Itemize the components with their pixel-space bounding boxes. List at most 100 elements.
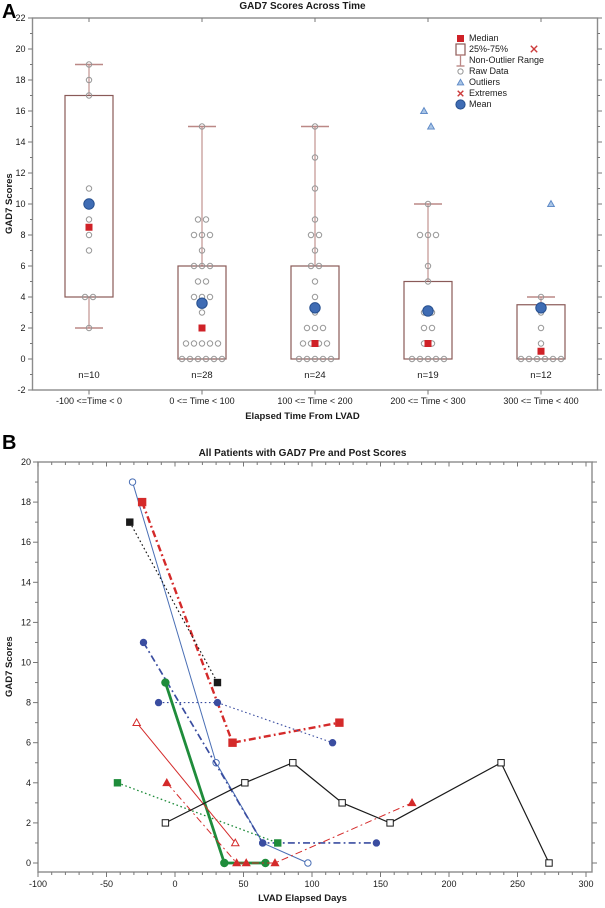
y-tick-label: 2	[26, 818, 31, 828]
y-tick-label: 0	[20, 354, 25, 364]
series-patient-4	[139, 638, 381, 847]
iqr-box	[177, 265, 227, 360]
legend-item-mean: Mean	[452, 99, 544, 110]
panel-b-title: All Patients with GAD7 Pre and Post Scor…	[198, 448, 407, 459]
raw-data-point	[206, 231, 214, 239]
box-group-2	[290, 123, 340, 363]
series-line	[166, 782, 413, 864]
median-marker	[311, 340, 319, 347]
raw-data-point	[311, 216, 319, 223]
raw-data-point	[190, 262, 198, 270]
y-tick-label: 18	[21, 497, 31, 507]
raw-data-point	[416, 231, 424, 239]
raw-glyph	[457, 68, 464, 75]
raw-data-point	[424, 262, 432, 270]
y-tick-label: 8	[20, 230, 25, 240]
raw-data-point	[420, 324, 428, 332]
legend-label: Extremes	[469, 88, 508, 98]
raw-data-point	[198, 123, 206, 130]
group-n-label: n=28	[191, 370, 212, 381]
data-point	[137, 497, 147, 507]
series-line	[158, 702, 333, 744]
median-glyph	[457, 35, 464, 42]
raw-data-point	[202, 355, 210, 363]
panel-b-x-axis-title: LVAD Elapsed Days	[258, 893, 347, 904]
data-point	[220, 858, 229, 868]
raw-data-point	[311, 355, 319, 363]
y-tick-label: 16	[21, 537, 31, 547]
raw-data-point	[557, 355, 565, 363]
data-point	[139, 638, 148, 647]
data-point	[241, 858, 251, 867]
data-point	[213, 698, 222, 707]
data-point	[213, 678, 222, 687]
raw-data-point	[202, 278, 210, 285]
panel-a-title: GAD7 Scores Across Time	[239, 1, 366, 12]
y-tick-label: 20	[21, 457, 31, 467]
y-tick-label: -2	[17, 385, 25, 395]
raw-data-point	[206, 340, 214, 347]
raw-data-point	[85, 185, 93, 192]
series-patient-10	[161, 759, 553, 867]
data-point	[545, 859, 553, 867]
data-point	[228, 738, 237, 747]
raw-data-point	[311, 247, 319, 254]
raw-data-point	[178, 355, 186, 363]
raw-data-point	[533, 355, 541, 363]
panel-b-letter: B	[2, 432, 17, 454]
x-tick-label: -50	[100, 879, 113, 889]
raw-data-point	[186, 355, 194, 363]
group-n-label: n=12	[530, 370, 551, 381]
y-tick-label: 10	[21, 658, 31, 668]
legend-label: Raw Data	[469, 66, 509, 76]
raw-data-point	[210, 355, 218, 363]
raw-icon	[452, 65, 469, 78]
raw-data-point	[311, 278, 319, 285]
y-tick-label: 12	[21, 617, 31, 627]
data-point	[497, 759, 505, 767]
raw-data-point	[311, 324, 319, 332]
series-patient-3	[126, 518, 222, 687]
group-n-label: n=24	[304, 370, 325, 381]
raw-data-point	[190, 231, 198, 239]
raw-data-point	[85, 92, 93, 99]
y-tick-label: 10	[15, 199, 25, 209]
raw-data-point	[81, 293, 89, 301]
y-tick-label: 20	[15, 44, 25, 54]
mean-marker	[83, 198, 95, 210]
raw-data-point	[432, 355, 440, 363]
panel-a-legend: Median 25%-75% Non-Outlier Range Raw Data Ou…	[452, 33, 544, 110]
series-patient-5	[154, 698, 337, 747]
x-tick-label: 0	[172, 879, 177, 889]
y-tick-label: 2	[20, 323, 25, 333]
panel-b-y-axis-title: GAD7 Scores	[4, 636, 15, 697]
raw-data-point	[311, 123, 319, 130]
raw-data-point	[315, 262, 323, 270]
data-point	[241, 779, 249, 787]
y-tick-label: 14	[21, 577, 31, 587]
mean-marker	[309, 302, 321, 314]
raw-data-point	[307, 231, 315, 239]
data-point	[126, 518, 134, 526]
glyph	[456, 78, 465, 86]
data-point	[274, 839, 282, 847]
raw-data-point	[85, 231, 93, 239]
raw-data-point	[206, 293, 214, 301]
plot-frame	[37, 461, 593, 873]
raw-data-point	[428, 324, 436, 332]
box-group-3	[403, 106, 453, 363]
raw-data-point	[319, 324, 327, 332]
group-n-label: n=10	[78, 370, 99, 381]
median-marker	[424, 340, 432, 347]
raw-data-point	[218, 355, 226, 363]
outlier-glyph	[456, 78, 465, 86]
series-line	[136, 722, 236, 844]
data-point	[132, 717, 142, 726]
median-marker	[537, 347, 545, 355]
data-point	[407, 798, 417, 807]
series-line	[142, 642, 377, 844]
outlier-icon	[452, 76, 469, 89]
box-group-1	[177, 123, 227, 363]
series-patient-9	[162, 777, 417, 867]
